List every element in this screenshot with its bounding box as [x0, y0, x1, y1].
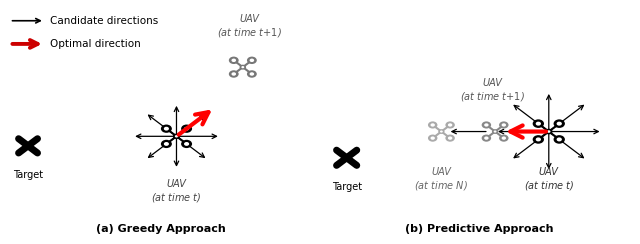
- Circle shape: [161, 140, 172, 148]
- Text: UAV
(at time $t$): UAV (at time $t$): [151, 179, 202, 204]
- Circle shape: [499, 121, 509, 129]
- Circle shape: [502, 123, 506, 127]
- Circle shape: [250, 59, 254, 62]
- Circle shape: [532, 135, 544, 144]
- Circle shape: [502, 136, 506, 140]
- Circle shape: [239, 65, 246, 70]
- Circle shape: [428, 121, 437, 129]
- Circle shape: [440, 131, 443, 132]
- Circle shape: [536, 122, 541, 126]
- Circle shape: [184, 127, 189, 131]
- Circle shape: [164, 142, 169, 146]
- Circle shape: [232, 59, 236, 62]
- Circle shape: [250, 72, 254, 76]
- Circle shape: [493, 131, 497, 132]
- Text: Target: Target: [332, 182, 362, 192]
- Circle shape: [554, 135, 565, 144]
- Circle shape: [161, 124, 172, 133]
- Circle shape: [536, 137, 541, 142]
- Text: (b) Predictive Approach: (b) Predictive Approach: [405, 224, 554, 234]
- Circle shape: [445, 121, 455, 129]
- Circle shape: [554, 119, 565, 128]
- Circle shape: [557, 122, 562, 126]
- Circle shape: [184, 142, 189, 146]
- Text: (a) Greedy Approach: (a) Greedy Approach: [96, 224, 225, 234]
- Circle shape: [247, 57, 257, 64]
- Circle shape: [428, 134, 437, 142]
- Circle shape: [164, 127, 169, 131]
- Text: UAV
(at time $t$): UAV (at time $t$): [524, 167, 574, 192]
- Circle shape: [532, 119, 544, 128]
- Circle shape: [438, 129, 445, 134]
- Circle shape: [247, 70, 257, 78]
- Circle shape: [181, 124, 192, 133]
- Circle shape: [232, 72, 236, 76]
- Circle shape: [173, 133, 180, 139]
- Circle shape: [557, 137, 562, 142]
- Text: UAV
(at time $N$): UAV (at time $N$): [415, 167, 468, 192]
- Text: Candidate directions: Candidate directions: [50, 16, 158, 26]
- Circle shape: [445, 134, 455, 142]
- Text: UAV
(at time $t$+$1$): UAV (at time $t$+$1$): [217, 14, 282, 39]
- Circle shape: [482, 121, 491, 129]
- Circle shape: [229, 70, 239, 78]
- Circle shape: [448, 123, 452, 127]
- Text: Optimal direction: Optimal direction: [50, 39, 141, 49]
- Circle shape: [431, 136, 435, 140]
- Circle shape: [181, 140, 192, 148]
- Circle shape: [484, 123, 488, 127]
- Circle shape: [175, 135, 178, 138]
- Text: UAV
(at time $t$+$1$): UAV (at time $t$+$1$): [460, 78, 524, 103]
- Circle shape: [431, 123, 435, 127]
- Circle shape: [241, 66, 244, 68]
- Circle shape: [448, 136, 452, 140]
- Circle shape: [547, 130, 550, 133]
- Circle shape: [499, 134, 509, 142]
- Circle shape: [492, 129, 499, 134]
- Circle shape: [229, 57, 239, 64]
- Circle shape: [484, 136, 488, 140]
- Text: Target: Target: [13, 170, 43, 180]
- Circle shape: [545, 129, 552, 134]
- Circle shape: [482, 134, 491, 142]
